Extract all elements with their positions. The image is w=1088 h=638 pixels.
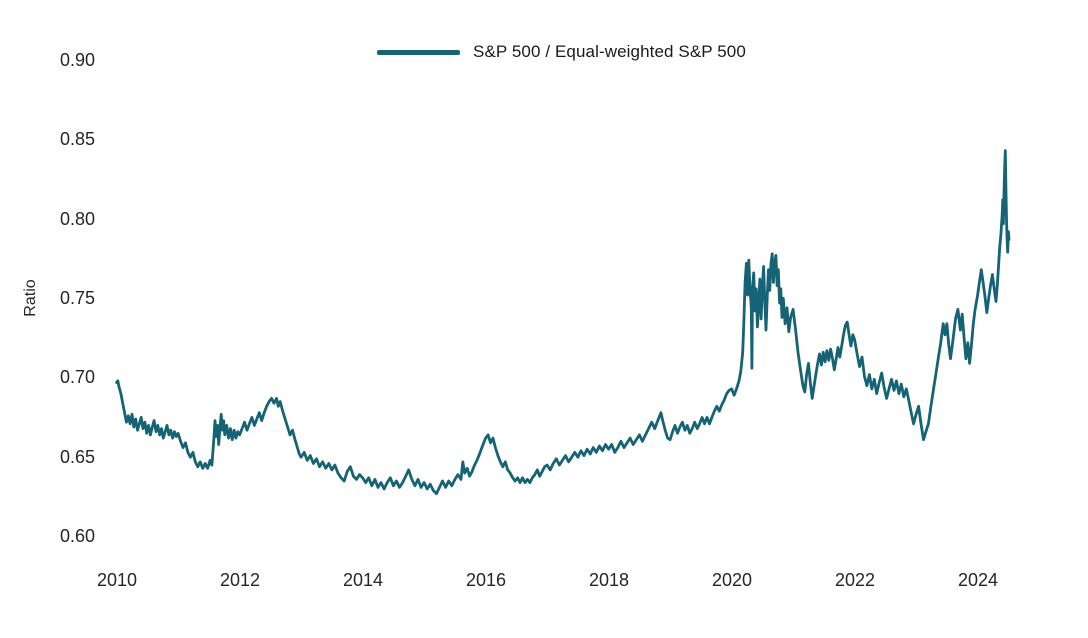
x-tick-label: 2012 bbox=[219, 570, 261, 590]
x-tick-label: 2018 bbox=[588, 570, 630, 590]
y-tick-label: 0.65 bbox=[59, 447, 95, 467]
x-tick-label: 2020 bbox=[711, 570, 753, 590]
y-tick-label: 0.75 bbox=[59, 288, 95, 308]
legend: S&P 500 / Equal-weighted S&P 500 bbox=[377, 42, 746, 62]
legend-line-swatch bbox=[377, 49, 460, 55]
y-tick-label: 0.90 bbox=[59, 50, 95, 70]
y-tick-label: 0.85 bbox=[59, 129, 95, 149]
x-tick-label: 2024 bbox=[957, 570, 999, 590]
x-tick-label: 2016 bbox=[465, 570, 507, 590]
legend-label: S&P 500 / Equal-weighted S&P 500 bbox=[473, 42, 746, 61]
x-tick-label: 2010 bbox=[96, 570, 138, 590]
y-tick-label: 0.60 bbox=[59, 526, 95, 546]
x-tick-label: 2022 bbox=[834, 570, 876, 590]
ratio-line-series bbox=[115, 149, 1011, 496]
y-tick-label: 0.70 bbox=[59, 367, 95, 387]
x-tick-label: 2014 bbox=[342, 570, 384, 590]
y-tick-label: 0.80 bbox=[59, 209, 95, 229]
